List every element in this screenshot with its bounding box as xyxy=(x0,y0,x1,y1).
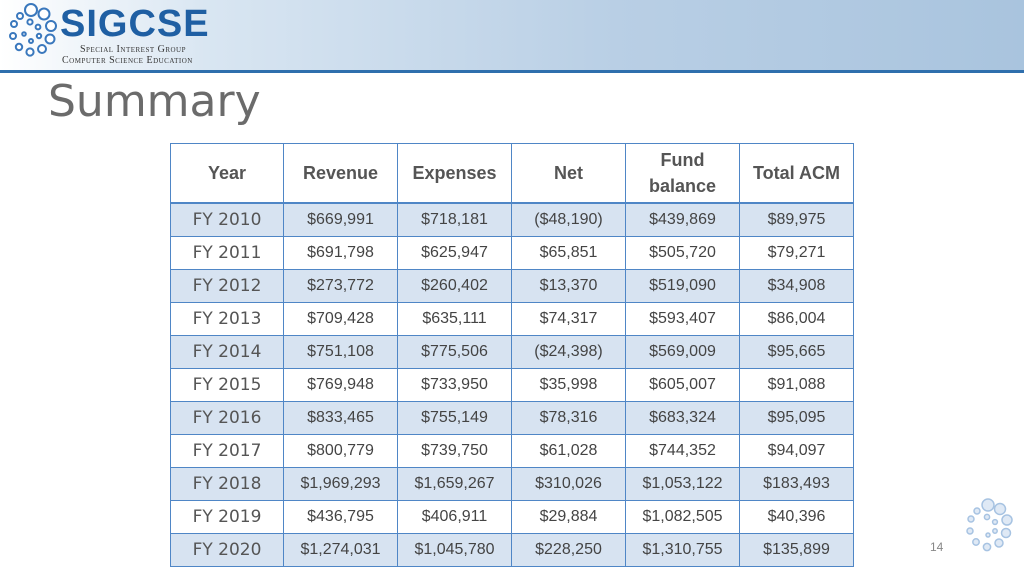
total-acm-cell: $34,908 xyxy=(739,269,854,303)
total-acm-cell: $86,004 xyxy=(739,302,854,336)
header-revenue: Revenue xyxy=(283,143,398,204)
expenses-cell: $406,911 xyxy=(397,500,512,534)
expenses-cell: $739,750 xyxy=(397,434,512,468)
table-row: FY 2020 $1,274,031 $1,045,780 $228,250 $1,31… xyxy=(170,533,854,567)
revenue-cell: $769,948 xyxy=(283,368,398,402)
year-cell: FY 2010 xyxy=(170,202,284,237)
fund-balance-cell: $569,009 xyxy=(625,335,740,369)
net-cell: $61,028 xyxy=(511,434,626,468)
net-cell: $35,998 xyxy=(511,368,626,402)
net-cell: $310,026 xyxy=(511,467,626,501)
net-cell: ($24,398) xyxy=(511,335,626,369)
total-acm-cell: $40,396 xyxy=(739,500,854,534)
fund-balance-cell: $605,007 xyxy=(625,368,740,402)
net-cell: $78,316 xyxy=(511,401,626,435)
year-cell: FY 2012 xyxy=(170,269,284,303)
header-banner: SIGCSE Special Interest Group Computer S… xyxy=(0,0,1024,73)
net-cell: ($48,190) xyxy=(511,202,626,237)
expenses-cell: $1,045,780 xyxy=(397,533,512,567)
total-acm-cell: $183,493 xyxy=(739,467,854,501)
net-cell: $74,317 xyxy=(511,302,626,336)
table-row: FY 2013 $709,428 $635,111 $74,317 $593,407 $8… xyxy=(170,302,854,336)
header-year: Year xyxy=(170,143,284,204)
logo-subtitle-line1: Special Interest Group xyxy=(80,44,187,55)
fund-balance-cell: $744,352 xyxy=(625,434,740,468)
net-cell: $65,851 xyxy=(511,236,626,270)
logo-wordmark: SIGCSE xyxy=(60,3,210,45)
fund-balance-cell: $439,869 xyxy=(625,202,740,237)
expenses-cell: $625,947 xyxy=(397,236,512,270)
year-cell: FY 2014 xyxy=(170,335,284,369)
expenses-cell: $635,111 xyxy=(397,302,512,336)
net-cell: $29,884 xyxy=(511,500,626,534)
table-body: FY 2010 $669,991 $718,181 ($48,190) $439,869… xyxy=(170,202,854,567)
revenue-cell: $800,779 xyxy=(283,434,398,468)
revenue-cell: $751,108 xyxy=(283,335,398,369)
revenue-cell: $709,428 xyxy=(283,302,398,336)
year-cell: FY 2015 xyxy=(170,368,284,402)
total-acm-cell: $135,899 xyxy=(739,533,854,567)
page-number: 14 xyxy=(930,540,944,554)
fund-balance-cell: $683,324 xyxy=(625,401,740,435)
revenue-cell: $691,798 xyxy=(283,236,398,270)
expenses-cell: $260,402 xyxy=(397,269,512,303)
fund-balance-cell: $1,053,122 xyxy=(625,467,740,501)
revenue-cell: $1,274,031 xyxy=(283,533,398,567)
table-row: FY 2014 $751,108 $775,506 ($24,398) $569,009… xyxy=(170,335,854,369)
year-cell: FY 2018 xyxy=(170,467,284,501)
expenses-cell: $733,950 xyxy=(397,368,512,402)
table-row: FY 2010 $669,991 $718,181 ($48,190) $439,869… xyxy=(170,202,854,237)
sigcse-spiral-corner-icon xyxy=(966,498,1013,552)
header-expenses: Expenses xyxy=(397,143,512,204)
year-cell: FY 2013 xyxy=(170,302,284,336)
year-cell: FY 2016 xyxy=(170,401,284,435)
expenses-cell: $718,181 xyxy=(397,202,512,237)
year-cell: FY 2011 xyxy=(170,236,284,270)
summary-table: Year Revenue Expenses Net Fund balance Total … xyxy=(170,143,854,567)
expenses-cell: $775,506 xyxy=(397,335,512,369)
expenses-cell: $1,659,267 xyxy=(397,467,512,501)
expenses-cell: $755,149 xyxy=(397,401,512,435)
header-total-acm: Total ACM xyxy=(739,143,854,204)
revenue-cell: $1,969,293 xyxy=(283,467,398,501)
header-net: Net xyxy=(511,143,626,204)
total-acm-cell: $79,271 xyxy=(739,236,854,270)
total-acm-cell: $89,975 xyxy=(739,202,854,237)
year-cell: FY 2017 xyxy=(170,434,284,468)
table-header-row: Year Revenue Expenses Net Fund balance Total … xyxy=(170,143,854,204)
total-acm-cell: $95,095 xyxy=(739,401,854,435)
sigcse-spiral-logo-icon xyxy=(9,3,57,57)
year-cell: FY 2020 xyxy=(170,533,284,567)
header-fund-balance: Fund balance xyxy=(625,143,740,204)
logo-subtitle-line2: Computer Science Education xyxy=(62,55,193,66)
year-cell: FY 2019 xyxy=(170,500,284,534)
total-acm-cell: $95,665 xyxy=(739,335,854,369)
net-cell: $228,250 xyxy=(511,533,626,567)
fund-balance-cell: $1,082,505 xyxy=(625,500,740,534)
fund-balance-cell: $1,310,755 xyxy=(625,533,740,567)
table-row: FY 2019 $436,795 $406,911 $29,884 $1,082,505… xyxy=(170,500,854,534)
total-acm-cell: $94,097 xyxy=(739,434,854,468)
fund-balance-cell: $593,407 xyxy=(625,302,740,336)
revenue-cell: $273,772 xyxy=(283,269,398,303)
fund-balance-cell: $519,090 xyxy=(625,269,740,303)
net-cell: $13,370 xyxy=(511,269,626,303)
table-row: FY 2018 $1,969,293 $1,659,267 $310,026 $1,05… xyxy=(170,467,854,501)
table-row: FY 2012 $273,772 $260,402 $13,370 $519,090 $3… xyxy=(170,269,854,303)
table-row: FY 2016 $833,465 $755,149 $78,316 $683,324 $9… xyxy=(170,401,854,435)
total-acm-cell: $91,088 xyxy=(739,368,854,402)
fund-balance-cell: $505,720 xyxy=(625,236,740,270)
revenue-cell: $833,465 xyxy=(283,401,398,435)
table-row: FY 2011 $691,798 $625,947 $65,851 $505,720 $7… xyxy=(170,236,854,270)
table-row: FY 2015 $769,948 $733,950 $35,998 $605,007 $9… xyxy=(170,368,854,402)
revenue-cell: $436,795 xyxy=(283,500,398,534)
revenue-cell: $669,991 xyxy=(283,202,398,237)
table-row: FY 2017 $800,779 $739,750 $61,028 $744,352 $9… xyxy=(170,434,854,468)
slide-title: Summary xyxy=(48,76,261,127)
